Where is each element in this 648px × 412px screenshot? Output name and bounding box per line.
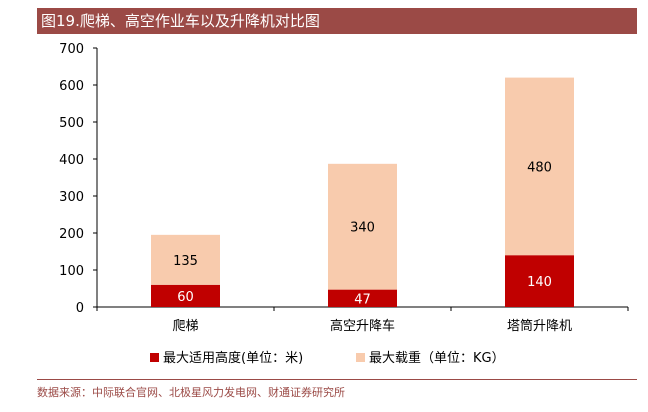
data-label: 47 (354, 292, 371, 307)
y-tick-label: 700 (59, 42, 84, 57)
x-axis: 爬梯 高空升降车 塔筒升降机 (96, 306, 629, 334)
y-axis: 0 100 200 300 400 500 600 700 (59, 42, 98, 316)
data-label: 140 (527, 275, 552, 290)
bar-segment (505, 255, 574, 307)
x-tick-label: 高空升降车 (330, 318, 395, 334)
bar-segment (505, 77, 574, 256)
legend-swatch (356, 353, 365, 362)
figure-title: 图19.爬梯、高空作业车以及升降机对比图 (37, 8, 637, 34)
y-tick-label: 500 (59, 116, 84, 131)
y-tick-label: 0 (76, 301, 84, 316)
legend-label: 最大载重（单位：KG） (369, 350, 505, 366)
data-label: 135 (173, 254, 198, 269)
data-label: 480 (527, 160, 552, 175)
y-tick-label: 600 (59, 79, 84, 94)
bars: 60 135 47 340 140 480 (151, 77, 574, 307)
x-tick-label: 爬梯 (172, 319, 198, 334)
y-tick-label: 400 (59, 153, 84, 168)
legend: 最大适用高度(单位：米) 最大载重（单位：KG） (150, 350, 505, 366)
data-label: 340 (350, 221, 375, 236)
x-tick-label: 塔筒升降机 (507, 318, 572, 334)
y-tick-label: 200 (59, 227, 84, 242)
source-divider (37, 379, 637, 380)
source-note: 数据来源：中际联合官网、北极星风力发电网、财通证券研究所 (37, 386, 345, 399)
data-label: 60 (177, 290, 194, 305)
bar-segment (328, 289, 397, 307)
legend-swatch (150, 353, 159, 362)
y-tick-label: 100 (59, 264, 84, 279)
bar-segment (151, 234, 220, 285)
y-tick-label: 300 (59, 190, 84, 205)
bar-segment (328, 163, 397, 290)
legend-label: 最大适用高度(单位：米) (163, 350, 303, 366)
bar-segment (151, 284, 220, 307)
